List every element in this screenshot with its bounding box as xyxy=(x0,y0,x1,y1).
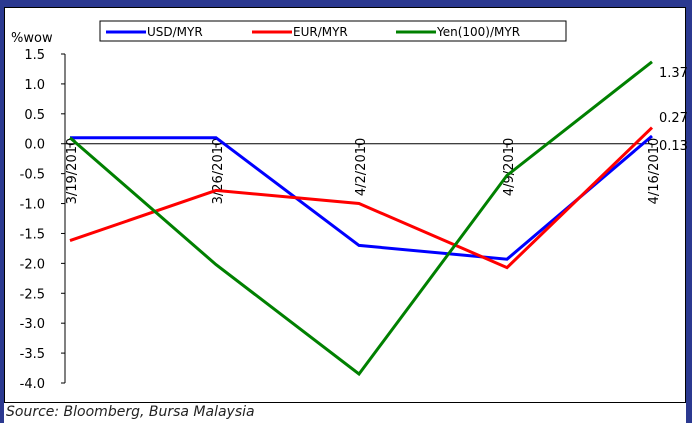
end-value-label: 0.13 xyxy=(659,139,688,154)
right-border xyxy=(686,7,692,423)
series-line-yen-100-myr xyxy=(69,60,653,377)
series-layer xyxy=(69,60,654,377)
legend: USD/MYR EUR/MYR Yen(100)/MYR xyxy=(99,20,567,42)
y-tick-label: 1.0 xyxy=(24,78,45,93)
series-line-eur-myr xyxy=(69,126,654,270)
y-tick-label: -0.5 xyxy=(20,168,45,183)
y-tick-label: -2.5 xyxy=(20,287,45,302)
source-note: Source: Bloomberg, Bursa Malaysia xyxy=(6,404,255,420)
end-value-label: 0.27 xyxy=(659,111,688,126)
x-tick-label: 4/9/2010 xyxy=(502,138,517,196)
y-tick-label: -2.0 xyxy=(20,257,45,272)
axes: 1.5 1.0 0.5 0.0 -0.5 -1.0 -1.5 -2.0 -2.5 -3.0 -3.5… xyxy=(20,48,662,392)
y-axis-label: %wow xyxy=(11,31,53,46)
y-tick-label: -1.5 xyxy=(20,227,45,242)
x-tick-label: 3/26/2010 xyxy=(211,138,226,205)
legend-label: EUR/MYR xyxy=(293,25,348,39)
x-tick-label: 3/19/2010 xyxy=(65,138,80,205)
y-tick-label: -3.0 xyxy=(20,317,45,332)
y-tick-label: -4.0 xyxy=(20,377,45,392)
legend-label: Yen(100)/MYR xyxy=(436,25,520,39)
series-line-usd-myr xyxy=(70,134,653,261)
x-tick-label: 4/2/2010 xyxy=(354,138,369,196)
legend-box xyxy=(99,20,567,42)
header-bar xyxy=(0,0,692,7)
y-tick-label: 0.0 xyxy=(24,138,45,153)
x-tick-label: 4/16/2010 xyxy=(647,138,662,205)
y-tick-label: -3.5 xyxy=(20,347,45,362)
legend-label: USD/MYR xyxy=(147,25,203,39)
y-tick-label: -1.0 xyxy=(20,198,45,213)
end-value-label: 1.37 xyxy=(659,66,688,81)
y-tick-label: 0.5 xyxy=(24,108,45,123)
y-tick-label: 1.5 xyxy=(24,48,45,63)
labels-layer: 0.13 0.27 1.37 xyxy=(659,66,688,154)
left-border xyxy=(0,7,4,423)
